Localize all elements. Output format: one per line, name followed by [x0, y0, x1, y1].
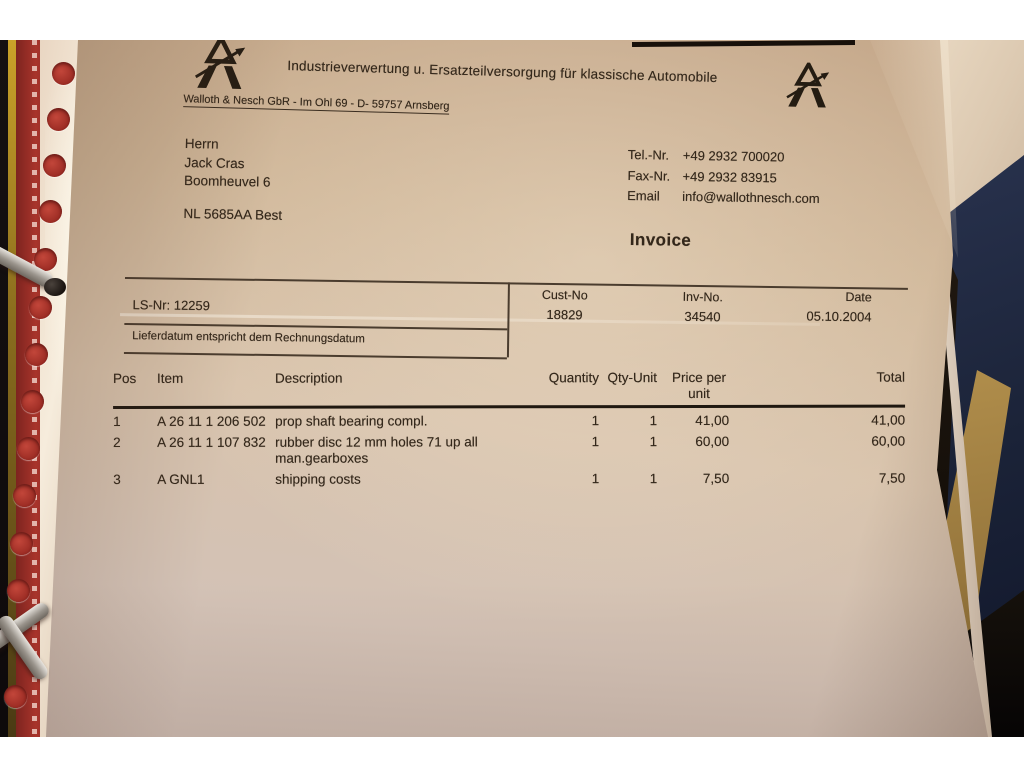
punch-hole [43, 154, 66, 177]
punch-hole [10, 532, 33, 555]
cell-quantity: 1 [591, 413, 600, 429]
cell-qty-unit: 1 [649, 413, 658, 429]
inv-no-label: Inv-No. [682, 289, 724, 305]
contact-block: Tel.-Nr. +49 2932 700020 Fax-Nr. +49 293… [627, 145, 820, 210]
table-row: 1 A 26 11 1 206 502 prop shaft bearing c… [113, 408, 905, 430]
punch-hole [34, 248, 57, 271]
header-pos: Pos [113, 370, 137, 386]
table-row: 2 A 26 11 1 107 832 rubber disc 12 mm ho… [113, 429, 905, 467]
description-line2: man.gearboxes [275, 450, 369, 466]
cell-quantity: 1 [591, 434, 600, 450]
cell-price: 41,00 [695, 412, 730, 428]
cell-quantity: 1 [591, 471, 600, 487]
header-description: Description [275, 370, 343, 386]
cell-pos: 2 [113, 434, 121, 450]
letterhead: Industrieverwertung u. Ersatzteilversorg… [0, 40, 1024, 115]
meta-divider [506, 282, 510, 358]
photo-of-invoice: Industrieverwertung u. Ersatzteilversorg… [0, 40, 1024, 737]
punch-hole [17, 437, 40, 460]
cell-item: A 26 11 1 206 502 [157, 413, 266, 429]
cell-total: 41,00 [871, 412, 906, 428]
cell-item: A 26 11 1 107 832 [157, 434, 266, 450]
cell-description: rubber disc 12 mm holes 71 up all man.ge… [275, 429, 543, 466]
cell-item: A GNL1 [157, 471, 205, 487]
fax-value: +49 2932 83915 [682, 168, 777, 185]
company-logo-icon [195, 40, 246, 89]
binder-stitching [32, 40, 37, 737]
binder-ring-top-tip [44, 278, 66, 296]
recipient-city: NL 5685AA Best [183, 205, 283, 223]
description-line1: rubber disc 12 mm holes 71 up all [275, 434, 478, 450]
inv-no-value: 34540 [684, 308, 721, 325]
cell-pos: 3 [113, 471, 121, 487]
cell-qty-unit: 1 [649, 471, 658, 487]
header-total: Total [876, 369, 906, 385]
header-price-line2: unit [688, 385, 710, 401]
delivery-note: Lieferdatum entspricht dem Rechnungsdatu… [132, 330, 365, 346]
ls-number: LS-Nr: 12259 [132, 297, 211, 314]
date-value: 05.10.2004 [806, 308, 872, 325]
punch-hole [4, 685, 27, 708]
cell-total: 7,50 [878, 470, 906, 486]
cell-price: 7,50 [702, 470, 730, 486]
meta-line-middle [124, 322, 508, 330]
header-price-per-unit: Price per unit [657, 365, 741, 402]
email-value: info@wallothnesch.com [682, 188, 820, 207]
header-qty-unit: Qty-Unit [607, 370, 658, 386]
recipient-block: Herrn Jack Cras Boomheuvel 6 NL 5685AA B… [183, 135, 283, 225]
tel-value: +49 2932 700020 [682, 147, 785, 165]
company-logo-icon [786, 61, 830, 108]
punch-hole [29, 296, 52, 319]
invoice-meta-box: LS-Nr: 12259 Cust-No 18829 Inv-No. 34540… [123, 277, 908, 366]
header-quantity: Quantity [548, 370, 600, 386]
cust-no-label: Cust-No [541, 287, 588, 303]
cell-description: prop shaft bearing compl. [275, 413, 428, 429]
invoice-sheet [46, 40, 988, 737]
punch-hole [47, 108, 70, 131]
tel-label: Tel.-Nr. [627, 146, 670, 163]
cell-pos: 1 [113, 413, 121, 429]
cell-qty-unit: 1 [649, 434, 658, 450]
punch-hole [52, 62, 75, 85]
email-label: Email [627, 187, 660, 204]
recipient-salutation: Herrn [184, 135, 219, 152]
punch-hole [39, 200, 62, 223]
header-price-line1: Price per [671, 369, 727, 386]
recipient-name: Jack Cras [184, 154, 245, 171]
invoice-title: Invoice [629, 230, 692, 250]
date-label: Date [845, 290, 872, 305]
fax-label: Fax-Nr. [627, 167, 671, 184]
cell-price: 60,00 [695, 433, 730, 449]
table-header-row: Pos Item Description Quantity Qty-Unit P… [113, 365, 905, 403]
punch-hole [25, 343, 48, 366]
punch-hole [13, 484, 36, 507]
cust-no-value: 18829 [546, 306, 583, 323]
items-table: Pos Item Description Quantity Qty-Unit P… [113, 365, 905, 488]
punch-hole [7, 579, 30, 602]
cell-total: 60,00 [871, 433, 906, 449]
punch-hole [21, 390, 44, 413]
recipient-street: Boomheuvel 6 [183, 172, 271, 190]
contact-email-row: Email info@wallothnesch.com [627, 186, 820, 210]
table-row: 3 A GNL1 shipping costs 1 1 7,50 7,50 [113, 466, 905, 488]
header-item: Item [157, 370, 184, 386]
cell-description: shipping costs [275, 471, 361, 487]
